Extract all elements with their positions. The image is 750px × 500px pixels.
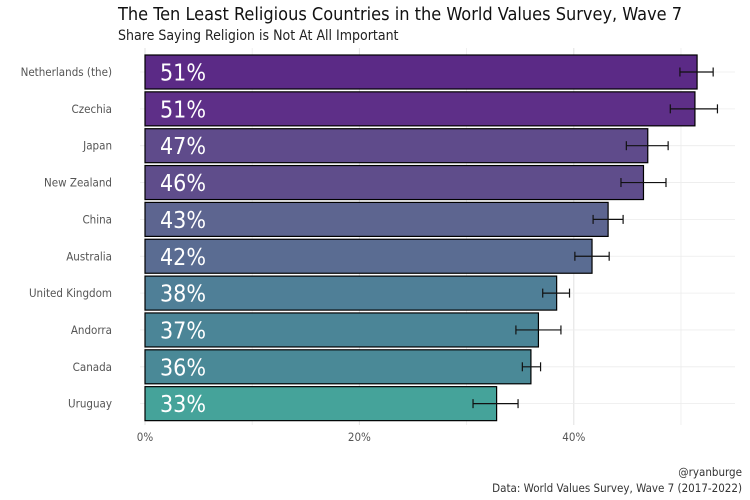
bar-value-label: 47% xyxy=(160,134,206,160)
bar-value-label: 36% xyxy=(160,355,206,381)
chart-title: The Ten Least Religious Countries in the… xyxy=(118,4,683,25)
category-labels: Netherlands (the) Czechia Japan New Zealand… xyxy=(21,65,112,411)
category-label: Andorra xyxy=(71,323,112,337)
category-label: Japan xyxy=(82,139,112,153)
bar xyxy=(144,164,645,201)
category-label: Canada xyxy=(73,360,112,374)
chart-subtitle: Share Saying Religion is Not At All Impo… xyxy=(118,28,399,44)
bar-value-label: 51% xyxy=(160,97,206,123)
bar xyxy=(144,201,609,237)
bar xyxy=(144,128,649,164)
category-label: Uruguay xyxy=(68,397,112,411)
bar-labels: 51% 51% 47% 46% 43% 42% 38% 37% 36% 33% xyxy=(160,61,206,419)
bar-value-label: 33% xyxy=(160,392,206,418)
category-label: Netherlands (the) xyxy=(21,65,112,79)
x-tick-label: 20% xyxy=(348,430,371,444)
category-label: Australia xyxy=(66,249,112,263)
bar-value-label: 43% xyxy=(160,208,206,234)
category-label: United Kingdom xyxy=(29,286,112,300)
x-tick-label: 0% xyxy=(137,430,154,444)
category-label: China xyxy=(82,212,112,226)
bar-chart: 51% 51% 47% 46% 43% 42% 38% 37% 36% 33% Netherlan… xyxy=(21,48,735,444)
error-bars xyxy=(472,67,719,409)
bar-value-label: 38% xyxy=(160,282,206,308)
bar-value-label: 46% xyxy=(160,171,206,197)
bar xyxy=(144,54,698,90)
bars xyxy=(144,54,698,422)
category-label: Czechia xyxy=(72,102,113,116)
bar xyxy=(144,349,532,385)
bar xyxy=(144,275,558,311)
bar-value-label: 37% xyxy=(160,318,206,344)
credit-text: @ryanburge xyxy=(678,465,742,479)
category-label: New Zealand xyxy=(44,176,112,190)
bar xyxy=(144,386,498,422)
bar xyxy=(144,238,593,274)
source-text: Data: World Values Survey, Wave 7 (2017-… xyxy=(492,481,742,495)
bar-value-label: 51% xyxy=(160,61,206,87)
bar xyxy=(144,91,696,127)
x-tick-label: 40% xyxy=(562,430,585,444)
x-tick-labels: 0% 20% 40% xyxy=(137,430,586,444)
bar-value-label: 42% xyxy=(160,245,206,271)
